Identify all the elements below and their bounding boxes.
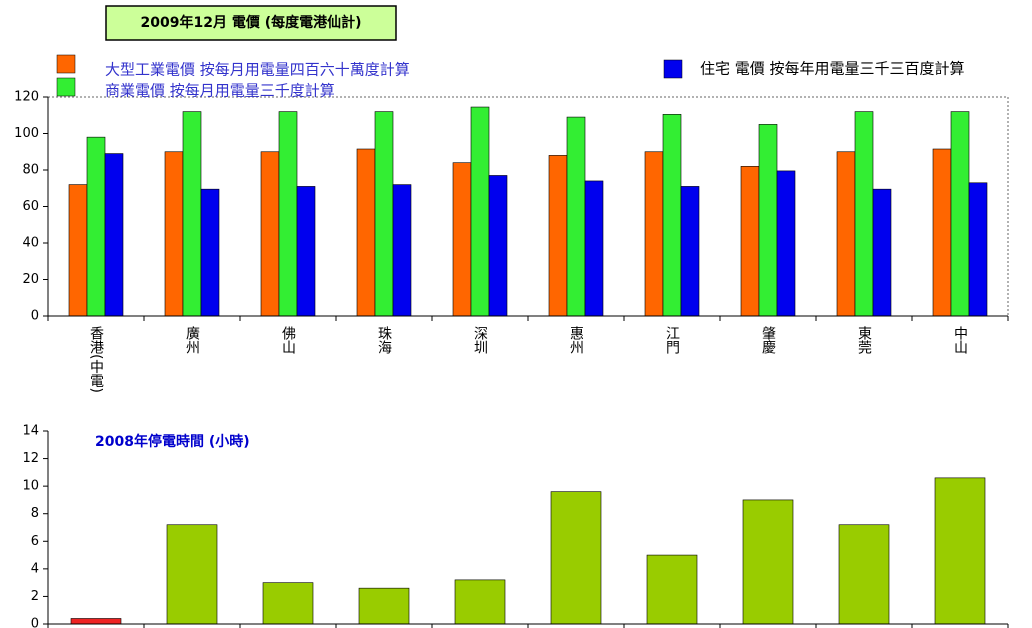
bar bbox=[932, 148, 952, 317]
legend-label: 住宅 電價 按每年用電量三千三百度計算 bbox=[700, 60, 965, 78]
x-tick-label: 深圳 bbox=[472, 326, 488, 354]
bar bbox=[646, 554, 698, 625]
y-tick-label: 60 bbox=[22, 199, 39, 214]
bar bbox=[166, 524, 218, 625]
bar bbox=[374, 111, 394, 317]
y-tick-label: 2 bbox=[31, 589, 39, 604]
x-tick-label: 肇慶 bbox=[760, 326, 776, 354]
bar bbox=[104, 153, 124, 317]
x-tick-label: 東莞 bbox=[856, 326, 872, 355]
legend-swatch bbox=[663, 59, 683, 79]
bar bbox=[488, 175, 508, 317]
bar bbox=[296, 186, 316, 317]
y-tick-label: 8 bbox=[31, 506, 39, 521]
bar bbox=[260, 151, 280, 317]
bar bbox=[566, 116, 586, 317]
bar bbox=[164, 151, 184, 317]
title-box bbox=[105, 5, 397, 41]
x-tick-label: 中山 bbox=[952, 326, 968, 354]
bar bbox=[70, 618, 122, 625]
bar bbox=[470, 106, 490, 317]
chart-title: 2008年停電時間 (小時) bbox=[95, 433, 250, 450]
y-tick-label: 4 bbox=[31, 561, 39, 576]
bar bbox=[854, 111, 874, 317]
bar bbox=[356, 148, 376, 317]
bar bbox=[680, 186, 700, 317]
chart-title: 2009年12月 電價 (每度電港仙計) bbox=[141, 14, 362, 31]
bar bbox=[838, 524, 890, 625]
bar bbox=[358, 587, 410, 625]
bar bbox=[550, 491, 602, 625]
bar bbox=[200, 188, 220, 317]
x-tick-label: 惠州 bbox=[568, 326, 584, 354]
bar bbox=[776, 170, 796, 317]
y-tick-label: 80 bbox=[22, 163, 39, 178]
y-tick-label: 40 bbox=[22, 236, 39, 251]
bar bbox=[182, 111, 202, 317]
bar bbox=[262, 582, 314, 625]
bar bbox=[548, 155, 568, 317]
y-tick-label: 12 bbox=[22, 451, 39, 466]
bar bbox=[584, 180, 604, 317]
bar bbox=[740, 166, 760, 317]
bar bbox=[644, 151, 664, 317]
bar bbox=[452, 162, 472, 317]
y-tick-label: 0 bbox=[31, 309, 39, 324]
x-tick-label: 佛山 bbox=[280, 326, 296, 354]
y-tick-label: 20 bbox=[22, 272, 39, 287]
y-tick-label: 120 bbox=[14, 90, 39, 105]
bar bbox=[836, 151, 856, 317]
bar bbox=[934, 477, 986, 625]
legend-label: 大型工業電價 按每月用電量四百六十萬度計算 bbox=[105, 61, 410, 79]
bar bbox=[662, 114, 682, 317]
x-tick-label: 廣州 bbox=[184, 325, 200, 354]
y-tick-label: 14 bbox=[22, 424, 39, 439]
bar bbox=[968, 182, 988, 317]
bar bbox=[758, 124, 778, 317]
x-tick-label: 珠海 bbox=[376, 326, 392, 354]
y-tick-label: 10 bbox=[22, 479, 39, 494]
bar bbox=[68, 184, 88, 317]
y-tick-label: 100 bbox=[14, 126, 39, 141]
bar bbox=[872, 188, 892, 317]
x-tick-label: 香港(中電) bbox=[88, 326, 104, 393]
y-tick-label: 6 bbox=[31, 534, 39, 549]
bar bbox=[950, 111, 970, 317]
legend-label: 商業電價 按每月用電量三千度計算 bbox=[105, 82, 335, 100]
plot-border bbox=[48, 96, 1009, 316]
bar bbox=[86, 136, 106, 317]
legend-swatch bbox=[56, 77, 76, 97]
legend-swatch bbox=[56, 54, 76, 74]
bar bbox=[392, 184, 412, 317]
bar bbox=[278, 111, 298, 317]
y-tick-label: 0 bbox=[31, 617, 39, 628]
bar bbox=[454, 579, 506, 625]
bar bbox=[742, 499, 794, 625]
x-tick-label: 江門 bbox=[664, 326, 680, 355]
